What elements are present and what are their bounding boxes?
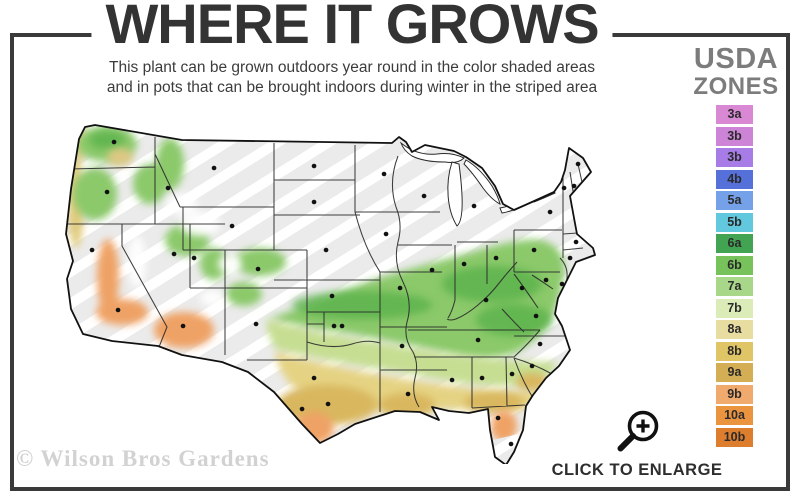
us-map-graphic bbox=[65, 124, 596, 466]
zone-chip-10a: 10a bbox=[716, 406, 753, 425]
usda-zones-legend: USDA ZONES bbox=[678, 44, 794, 99]
subtitle-line-2: and in pots that can be brought indoors … bbox=[106, 79, 598, 96]
legend-title-usda: USDA bbox=[693, 43, 779, 75]
zone-chip-6a: 6a bbox=[716, 234, 753, 253]
zone-chip-7a: 7a bbox=[716, 277, 753, 296]
zone-chip-3a: 3a bbox=[716, 105, 753, 124]
page-title: WHERE IT GROWS bbox=[91, 0, 613, 54]
zone-chip-8b: 8b bbox=[716, 341, 753, 361]
zone-chip-7b: 7b bbox=[716, 298, 753, 318]
subtitle: This plant can be grown outdoors year ro… bbox=[22, 58, 682, 98]
zone-chip-5b: 5b bbox=[716, 212, 753, 232]
zone-chip-3b: 3b bbox=[716, 126, 753, 146]
subtitle-line-1: This plant can be grown outdoors year ro… bbox=[109, 59, 595, 76]
us-outline bbox=[65, 124, 596, 466]
zone-chip-list: 3a 3b 3b 4b 5a 5b 6a 6b 7a 7b 8a 8b 9a 9… bbox=[716, 105, 753, 449]
zone-chip-9b: 9b bbox=[716, 384, 753, 404]
zone-chip-10b: 10b bbox=[716, 427, 753, 447]
zone-chip-4b: 4b bbox=[716, 169, 753, 189]
zone-chip-6b: 6b bbox=[716, 255, 753, 275]
zone-chip-9a: 9a bbox=[716, 363, 753, 382]
state-borders bbox=[66, 137, 593, 412]
city-dots bbox=[89, 139, 581, 447]
zone-shading bbox=[68, 125, 565, 464]
click-to-enlarge-button[interactable]: CLICK TO ENLARGE bbox=[551, 461, 723, 479]
zone-chip-5a: 5a bbox=[716, 191, 753, 210]
legend-title-zones: ZONES bbox=[693, 73, 779, 100]
usda-zone-map[interactable] bbox=[62, 112, 662, 466]
zone-chip-3b-2: 3b bbox=[716, 148, 753, 167]
magnifier-plus-icon[interactable] bbox=[612, 406, 666, 460]
zone-chip-8a: 8a bbox=[716, 320, 753, 339]
